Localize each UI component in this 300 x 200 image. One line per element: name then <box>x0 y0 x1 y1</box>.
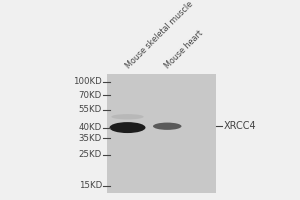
Ellipse shape <box>110 122 146 133</box>
Ellipse shape <box>153 123 182 130</box>
Text: 15KD: 15KD <box>79 181 102 190</box>
Text: 40KD: 40KD <box>79 123 102 132</box>
Text: 100KD: 100KD <box>73 77 102 86</box>
Text: Mouse skeletal muscle: Mouse skeletal muscle <box>124 0 195 70</box>
Text: 70KD: 70KD <box>79 91 102 100</box>
Ellipse shape <box>111 114 144 119</box>
Text: 25KD: 25KD <box>79 150 102 159</box>
Text: 55KD: 55KD <box>79 105 102 114</box>
Text: Mouse heart: Mouse heart <box>163 28 205 70</box>
Text: 35KD: 35KD <box>79 134 102 143</box>
Bar <box>106 74 216 193</box>
Text: XRCC4: XRCC4 <box>224 121 256 131</box>
